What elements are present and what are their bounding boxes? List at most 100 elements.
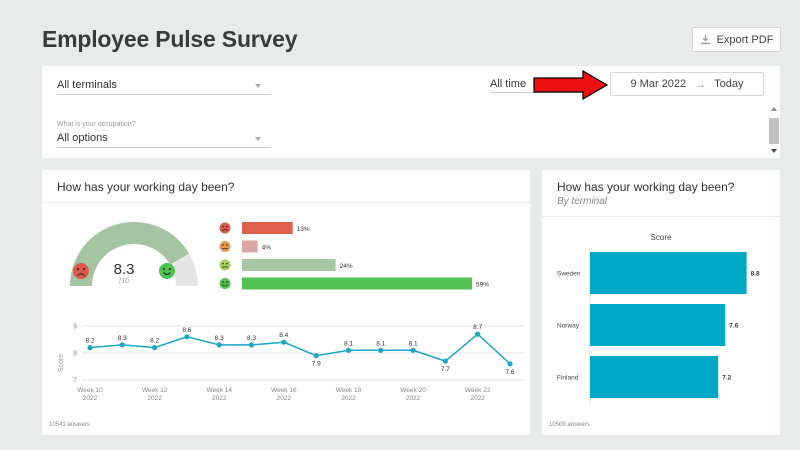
score-data-label: 8.4 (279, 332, 288, 339)
bar-value-label: 7.6 (729, 323, 738, 330)
x-tick-label: Week 20 (400, 387, 426, 394)
y-tick-label: 7 (73, 378, 77, 385)
category-label: Norway (557, 323, 580, 330)
x-tick-year: 2022 (406, 395, 421, 402)
distribution-label: 13% (297, 226, 310, 233)
score-point[interactable] (507, 361, 513, 367)
x-tick-label: Week 14 (206, 387, 232, 394)
distribution-bar (242, 277, 472, 290)
score-point[interactable] (152, 345, 158, 351)
terminal-select[interactable]: All terminals (57, 75, 271, 95)
unhappy-face-icon (219, 241, 231, 252)
terminal-bar (590, 356, 719, 398)
very-unhappy-face-icon (219, 222, 231, 234)
x-tick-label: Week 12 (142, 387, 168, 394)
score-data-label: 8.3 (247, 335, 256, 342)
filter-panel: All terminals What is your occupation? A… (42, 66, 780, 158)
score-data-label: 8.3 (118, 335, 127, 342)
page-title: Employee Pulse Survey (42, 26, 298, 52)
unhappy-face-icon (73, 263, 89, 279)
score-point[interactable] (410, 347, 416, 353)
bar-value-label: 7.2 (722, 375, 731, 382)
date-range-start: 9 Mar 2022 (630, 78, 687, 90)
y-axis-label: Score (58, 354, 65, 372)
gauge-score: 8.3 (114, 261, 135, 278)
score-point[interactable] (119, 342, 125, 348)
happy-face-icon (219, 278, 231, 289)
score-line (89, 333, 511, 365)
distribution-label: 24% (340, 263, 353, 270)
score-point[interactable] (345, 347, 352, 353)
score-data-label: 8.1 (376, 340, 385, 347)
score-point[interactable] (216, 342, 222, 348)
score-data-label: 7.6 (505, 369, 514, 376)
divider (542, 216, 780, 217)
terminal-bar-chart: Score Sweden 8.8 Norway 7.6 Finland 7.2 (557, 233, 760, 405)
score-data-label: 8.7 (473, 324, 482, 331)
score-data-label: 8.6 (182, 327, 191, 334)
category-label: Finland (557, 375, 579, 382)
distribution-bar (242, 240, 258, 253)
score-data-label: 8.2 (85, 338, 94, 345)
download-icon (700, 34, 710, 45)
terminal-card: How has your working day been? By termin… (542, 170, 780, 435)
bar-value-label: 8.8 (751, 271, 760, 278)
terminal-card-title: How has your working day been? (557, 180, 735, 194)
date-range-picker[interactable]: 9 Mar 2022 → Today (610, 72, 764, 96)
arrow-right-icon: → (694, 77, 707, 91)
red-arrow-annotation (533, 70, 609, 100)
score-data-label: 8.1 (344, 340, 353, 347)
answers-count: 10509 answers (549, 422, 590, 428)
category-label: Sweden (557, 271, 581, 278)
score-point[interactable] (475, 331, 481, 337)
export-pdf-label: Export PDF (716, 33, 774, 46)
x-tick-year: 2022 (212, 395, 227, 402)
distribution-label: 4% (262, 245, 272, 252)
score-point[interactable] (87, 345, 93, 351)
terminal-select-value: All terminals (57, 79, 117, 91)
score-data-label: 8.3 (215, 335, 224, 342)
answers-count: 10541 answers (49, 422, 90, 428)
score-point[interactable] (378, 347, 384, 353)
occupation-select-value: All options (57, 132, 108, 144)
overview-card: How has your working day been? 8.3 /10 1… (42, 170, 530, 435)
score-data-label: 7.7 (441, 366, 450, 373)
score-point[interactable] (313, 353, 319, 359)
happy-face-icon (159, 263, 175, 279)
chevron-down-icon (255, 84, 261, 88)
occupation-select[interactable]: All options (57, 128, 271, 148)
score-data-label: 8.1 (409, 340, 418, 347)
y-tick-label: 9 (73, 324, 77, 331)
distribution-bar (242, 222, 293, 234)
scrollbar-thumb[interactable] (769, 118, 779, 144)
filter-scrollbar[interactable] (768, 104, 780, 156)
x-tick-label: Week 16 (271, 387, 297, 394)
x-tick-label: Week 10 (77, 387, 103, 394)
divider (42, 202, 530, 203)
score-data-label: 8.2 (150, 338, 159, 345)
overview-card-title: How has your working day been? (57, 180, 235, 194)
chevron-down-icon (255, 137, 261, 141)
export-pdf-button[interactable]: Export PDF (692, 27, 781, 52)
x-tick-year: 2022 (470, 395, 485, 402)
score-point[interactable] (442, 358, 448, 364)
score-point[interactable] (184, 334, 190, 340)
score-point[interactable] (248, 342, 255, 348)
terminal-bar (590, 252, 747, 294)
scroll-down-icon[interactable] (771, 149, 777, 153)
gauge-fill (69, 221, 190, 286)
x-tick-year: 2022 (147, 395, 162, 402)
score-point[interactable] (281, 339, 287, 345)
occupation-label: What is your occupation? (57, 121, 136, 128)
score-gauge: 8.3 /10 (69, 221, 198, 286)
y-tick-label: 8 (73, 351, 77, 358)
gauge-scale: /10 (119, 278, 129, 285)
scroll-up-icon[interactable] (771, 107, 777, 111)
x-tick-year: 2022 (341, 395, 356, 402)
x-tick-label: Week 22 (465, 387, 491, 394)
neutral-face-icon (219, 259, 231, 271)
time-range-value: All time (490, 78, 527, 90)
distribution-label: 59% (476, 282, 489, 289)
x-tick-year: 2022 (83, 395, 98, 402)
